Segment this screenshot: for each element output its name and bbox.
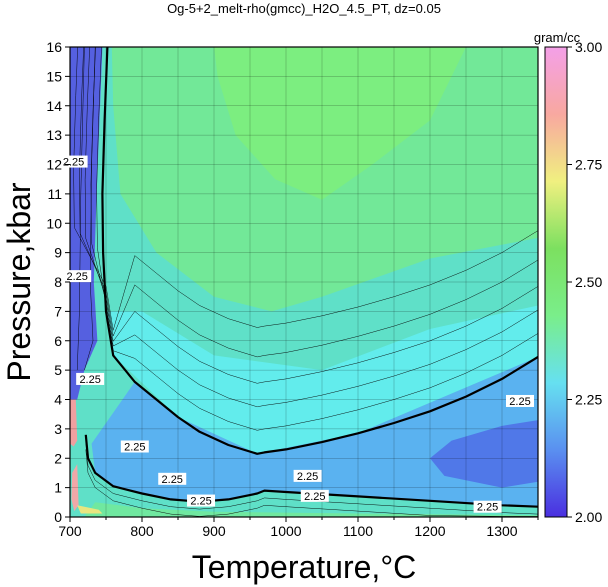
y-tick-label: 6: [54, 333, 62, 349]
contour-label-text: 2.25: [124, 442, 145, 454]
minor-contour: [85, 442, 538, 515]
y-tick-label: 8: [54, 274, 62, 290]
y-tick-label: 15: [46, 68, 62, 84]
colorbar-tick-label: 2.50: [575, 274, 602, 290]
field-bottom-green: [84, 502, 538, 517]
y-tick-label: 12: [46, 157, 62, 173]
x-tick-label: 1000: [270, 523, 301, 539]
contour-label-bg: [120, 440, 149, 453]
contour-label-bg: [63, 270, 92, 283]
contour-label-bg: [158, 472, 187, 485]
grid-lines: [70, 47, 538, 517]
contour-label-text: 2.25: [190, 496, 211, 508]
y-tick-label: 4: [54, 392, 62, 408]
colorbar: gram/cc 2.00 2.25 2.50 2.75 3.00: [534, 30, 603, 525]
y-tick-label: 3: [54, 421, 62, 437]
contour-label: 2.25: [473, 500, 502, 514]
colorbar-scale: [544, 46, 568, 518]
contour-label-text: 2.25: [79, 374, 100, 386]
field-blue: [91, 356, 538, 507]
x-axis-label: Temperature,°C: [192, 549, 416, 585]
contour-label-text: 2.25: [162, 474, 183, 486]
contour-2-25-upper: [101, 47, 538, 455]
field-blue-deep: [430, 420, 538, 488]
y-tick-label: 10: [46, 215, 62, 231]
y-tick-label: 13: [46, 127, 62, 143]
x-tick-label: 800: [130, 523, 154, 539]
contour-label-text: 2.25: [297, 471, 318, 483]
y-tick-label: 11: [47, 186, 62, 202]
contour-label-bg: [76, 372, 105, 385]
contour-label: 2.25: [293, 469, 322, 483]
contour-labels: 2.25 2.25 2.25 2.25 2.25 2.25 2.25 2.25 2.25 2.25: [59, 155, 534, 514]
contour-label: 2.25: [63, 270, 92, 283]
labeled-contours: [84, 47, 538, 508]
contour-label-text: 2.25: [477, 502, 498, 514]
y-axis-label: Pressure,kbar: [1, 182, 37, 382]
field-yellow: [77, 505, 103, 514]
contour-label: 2.25: [76, 372, 105, 386]
contour-label: 2.25: [300, 489, 329, 503]
x-tick-label: 700: [58, 523, 82, 539]
contour-label: 2.25: [120, 440, 149, 454]
contour-label: 2.25: [158, 472, 187, 486]
y-tick-label: 14: [46, 98, 62, 114]
x-axis: 700 800 900 1000 1100 1200 1300: [58, 517, 539, 539]
x-tick-label: 1100: [343, 523, 373, 539]
contour-label-bg: [506, 394, 534, 407]
contour-2-25-lower: [84, 434, 538, 508]
contour-label-bg: [187, 494, 216, 507]
contour-label-text: 2.25: [509, 396, 530, 408]
contour-label-bg: [473, 500, 502, 513]
colorbar-tick-label: 2.25: [575, 392, 602, 408]
chart-title: Og-5+2_melt-rho(gmcc)_H2O_4.5_PT, dz=0.0…: [167, 1, 441, 16]
minor-contour: [96, 47, 538, 431]
minor-contour: [90, 47, 538, 408]
contour-label-bg: [293, 469, 322, 482]
contour-label-text: 2.25: [304, 491, 325, 503]
y-tick-label: 16: [46, 39, 62, 55]
y-tick-label: 1: [54, 480, 62, 496]
minor-contour: [85, 449, 538, 517]
plot-area: [70, 47, 538, 517]
minor-contour: [84, 47, 538, 384]
minor-contour: [79, 47, 538, 358]
x-tick-label: 900: [202, 523, 226, 539]
y-tick-label: 9: [54, 245, 62, 261]
colorbar-label: gram/cc: [534, 30, 581, 45]
minor-contour: [73, 47, 538, 331]
colorbar-ticks: 2.00 2.25 2.50 2.75 3.00: [567, 39, 602, 525]
contour-label: 2.25: [187, 494, 216, 508]
contour-label-text: 2.25: [63, 157, 84, 169]
colorbar-tick-label: 3.00: [575, 39, 602, 55]
y-tick-label: 5: [54, 362, 62, 378]
colorbar-tick-label: 2.00: [575, 509, 602, 525]
contour-label: 2.25: [59, 155, 88, 169]
field-pink-a: [70, 399, 78, 447]
x-tick-label: 1200: [414, 523, 445, 539]
field-green-light: [214, 47, 466, 200]
contour-label-bg: [300, 489, 329, 502]
x-tick-label: 1300: [486, 523, 517, 539]
contour-label-text: 2.25: [66, 271, 87, 283]
y-tick-label: 2: [54, 450, 62, 466]
colorbar-tick-label: 2.75: [575, 157, 602, 173]
y-tick-label: 0: [54, 509, 62, 525]
y-tick-label: 7: [54, 303, 62, 319]
contour-label: 2.25: [506, 394, 534, 408]
